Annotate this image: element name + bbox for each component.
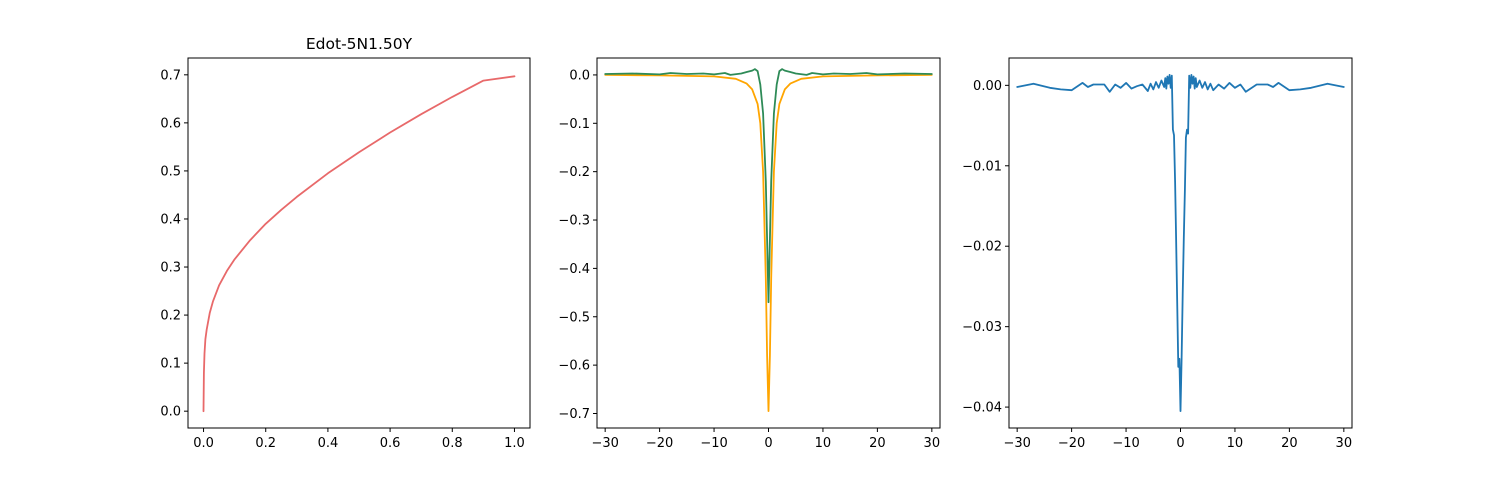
y-tick-label: 0.7 [160,68,181,83]
x-tick-label: 0.0 [193,436,214,451]
y-tick-label: 0.3 [160,261,181,276]
x-tick-label: 30 [924,436,941,451]
y-tick-label: −0.2 [558,165,590,180]
x-tick-label: 30 [1336,436,1353,451]
chart-title: Edot-5N1.50Y [306,35,413,53]
x-tick-label: 10 [1227,436,1244,451]
y-tick-label: −0.03 [962,320,1002,335]
x-tick-label: −30 [591,436,618,451]
x-tick-label: −20 [1058,436,1085,451]
y-tick-label: 0.00 [973,79,1002,94]
y-tick-label: 0.2 [160,309,181,324]
y-tick-label: 0.0 [569,68,590,83]
x-tick-label: 0.8 [442,436,463,451]
y-tick-label: −0.1 [558,117,590,132]
series-line-2 [604,68,933,304]
y-tick-label: −0.3 [558,214,590,229]
series-line-1 [1016,74,1345,413]
x-tick-label: −20 [646,436,673,451]
y-tick-label: 0.1 [160,357,181,372]
x-tick-label: −10 [1112,436,1139,451]
chart-panel-left: Edot-5N1.50Y 0.0 0.2 0.4 0.6 0.8 1.0 0.0 0.1 0.2… [160,35,531,451]
y-tick-label: −0.01 [962,159,1002,174]
chart-panel-right: −30 −20 −10 0 10 20 30 0.00 −0.01 −0.02 −0.03 −0.04 [962,57,1353,451]
x-tick-label: 0.2 [255,436,276,451]
plot-frame [187,57,531,429]
y-tick-label: −0.7 [558,407,590,422]
x-tick-label: 10 [815,436,832,451]
series-line-1 [604,74,933,413]
y-tick-label: −0.5 [558,310,590,325]
x-tick-label: 1.0 [504,436,525,451]
x-tick-label: 0.6 [380,436,401,451]
y-tick-label: 0.6 [160,116,181,131]
y-tick-label: −0.04 [962,401,1002,416]
x-tick-label: 20 [869,436,886,451]
y-tick-label: −0.6 [558,359,590,374]
chart-panel-middle: −30 −20 −10 0 10 20 30 0.0 −0.1 −0.2 −0.3 −0.4 −0.5 −… [558,57,941,451]
series-line-1 [202,75,516,413]
x-tick-label: 0 [764,436,772,451]
y-tick-label: 0.4 [160,212,181,227]
x-tick-label: −30 [1003,436,1030,451]
y-tick-label: 0.5 [160,164,181,179]
y-tick-label: 0.0 [160,405,181,420]
y-tick-label: −0.02 [962,240,1002,255]
x-tick-label: −10 [700,436,727,451]
x-tick-label: 0.4 [318,436,339,451]
x-tick-label: 20 [1281,436,1298,451]
y-tick-label: −0.4 [558,262,590,277]
x-tick-label: 0 [1176,436,1184,451]
